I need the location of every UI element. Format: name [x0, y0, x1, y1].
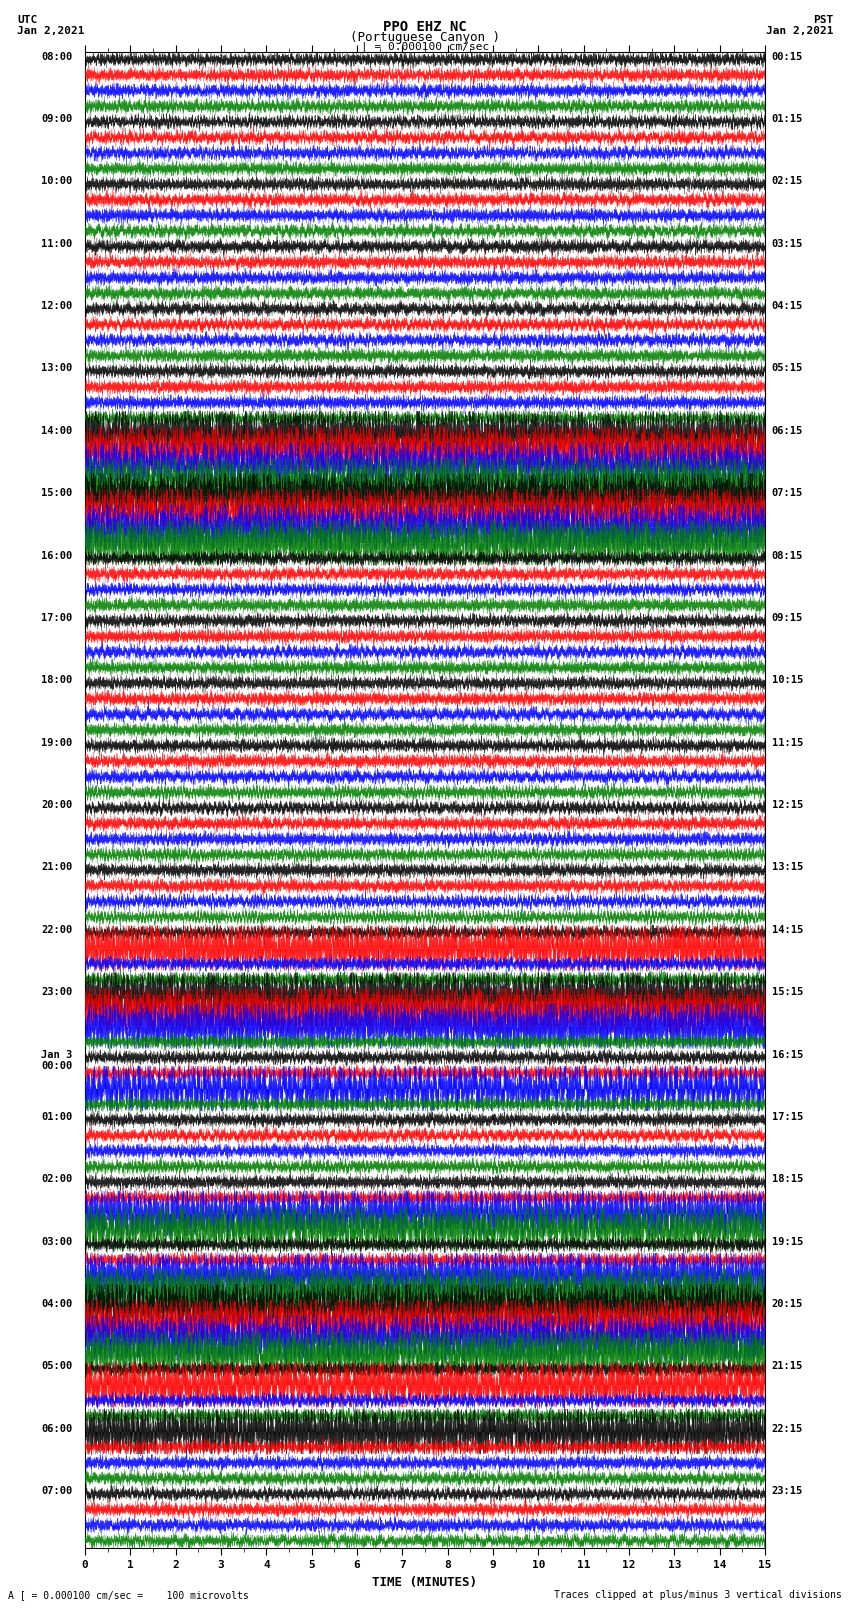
Text: 17:15: 17:15 [772, 1111, 803, 1123]
Text: 09:15: 09:15 [772, 613, 803, 623]
Text: 15:15: 15:15 [772, 987, 803, 997]
X-axis label: TIME (MINUTES): TIME (MINUTES) [372, 1576, 478, 1589]
Text: 04:00: 04:00 [41, 1298, 72, 1310]
Text: 11:15: 11:15 [772, 737, 803, 748]
Text: PPO EHZ NC: PPO EHZ NC [383, 19, 467, 34]
Text: 14:15: 14:15 [772, 924, 803, 936]
Text: 08:00: 08:00 [41, 52, 72, 61]
Text: 16:15: 16:15 [772, 1050, 803, 1060]
Text: 22:15: 22:15 [772, 1424, 803, 1434]
Text: Jan 2,2021: Jan 2,2021 [17, 26, 84, 35]
Text: 20:00: 20:00 [41, 800, 72, 810]
Text: 02:15: 02:15 [772, 176, 803, 187]
Text: 19:00: 19:00 [41, 737, 72, 748]
Text: Jan 3
00:00: Jan 3 00:00 [41, 1050, 72, 1071]
Text: PST: PST [813, 15, 833, 24]
Text: 07:00: 07:00 [41, 1486, 72, 1497]
Text: 23:00: 23:00 [41, 987, 72, 997]
Text: 05:15: 05:15 [772, 363, 803, 374]
Text: 06:00: 06:00 [41, 1424, 72, 1434]
Text: 02:00: 02:00 [41, 1174, 72, 1184]
Text: | = 0.000100 cm/sec: | = 0.000100 cm/sec [361, 42, 489, 53]
Text: 00:15: 00:15 [772, 52, 803, 61]
Text: 01:00: 01:00 [41, 1111, 72, 1123]
Text: 15:00: 15:00 [41, 489, 72, 498]
Text: 20:15: 20:15 [772, 1298, 803, 1310]
Text: 22:00: 22:00 [41, 924, 72, 936]
Text: 10:15: 10:15 [772, 676, 803, 686]
Text: 08:15: 08:15 [772, 550, 803, 561]
Text: 11:00: 11:00 [41, 239, 72, 248]
Text: A [ = 0.000100 cm/sec =    100 microvolts: A [ = 0.000100 cm/sec = 100 microvolts [8, 1590, 249, 1600]
Text: 21:00: 21:00 [41, 863, 72, 873]
Text: 13:00: 13:00 [41, 363, 72, 374]
Text: 16:00: 16:00 [41, 550, 72, 561]
Text: Traces clipped at plus/minus 3 vertical divisions: Traces clipped at plus/minus 3 vertical … [553, 1590, 842, 1600]
Text: 05:00: 05:00 [41, 1361, 72, 1371]
Text: 03:15: 03:15 [772, 239, 803, 248]
Text: 10:00: 10:00 [41, 176, 72, 187]
Text: 17:00: 17:00 [41, 613, 72, 623]
Text: (Portuguese Canyon ): (Portuguese Canyon ) [350, 31, 500, 45]
Text: 09:00: 09:00 [41, 115, 72, 124]
Text: 07:15: 07:15 [772, 489, 803, 498]
Text: 01:15: 01:15 [772, 115, 803, 124]
Text: UTC: UTC [17, 15, 37, 24]
Text: 13:15: 13:15 [772, 863, 803, 873]
Text: 21:15: 21:15 [772, 1361, 803, 1371]
Text: 03:00: 03:00 [41, 1237, 72, 1247]
Text: Jan 2,2021: Jan 2,2021 [766, 26, 833, 35]
Text: 06:15: 06:15 [772, 426, 803, 436]
Text: 04:15: 04:15 [772, 302, 803, 311]
Text: 18:15: 18:15 [772, 1174, 803, 1184]
Text: 14:00: 14:00 [41, 426, 72, 436]
Text: 12:15: 12:15 [772, 800, 803, 810]
Text: 18:00: 18:00 [41, 676, 72, 686]
Text: 19:15: 19:15 [772, 1237, 803, 1247]
Text: 12:00: 12:00 [41, 302, 72, 311]
Text: 23:15: 23:15 [772, 1486, 803, 1497]
